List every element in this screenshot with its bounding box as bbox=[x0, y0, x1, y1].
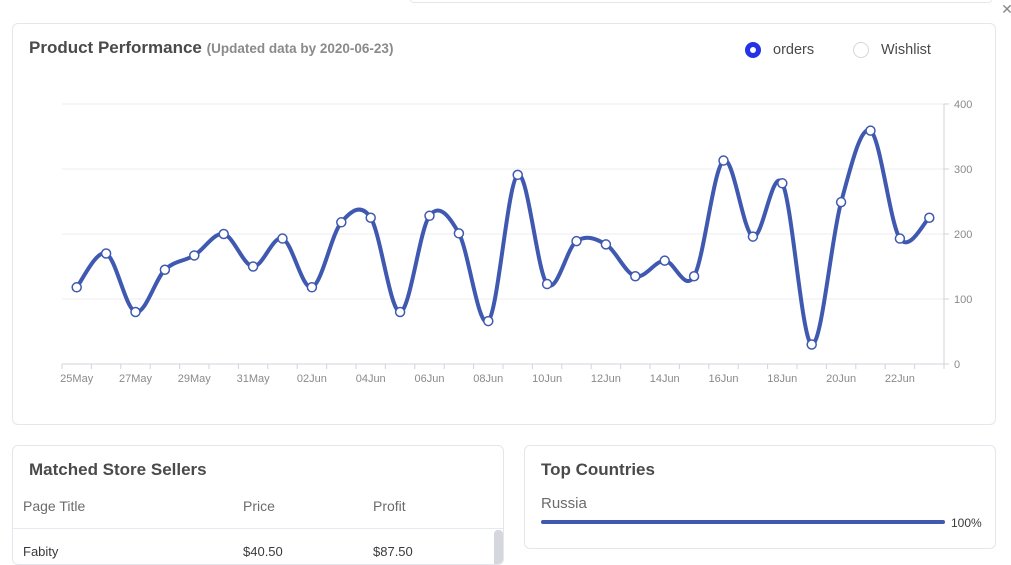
country-progress-bar bbox=[541, 520, 945, 524]
orders-line-chart: 0 100 200 300 400 25May 27May 29May 31May 02Jun 04… bbox=[60, 99, 972, 385]
data-point bbox=[453, 228, 465, 239]
y-tick-label: 200 bbox=[954, 229, 972, 241]
legend-orders[interactable]: orders bbox=[745, 42, 814, 58]
matched-store-sellers-card: Matched Store Sellers Page Title Price P… bbox=[12, 445, 504, 565]
legend-wishlist-label: Wishlist bbox=[881, 42, 931, 58]
column-profit[interactable]: Profit bbox=[373, 498, 406, 514]
data-point bbox=[600, 239, 612, 250]
data-point bbox=[159, 264, 171, 275]
data-point bbox=[659, 255, 670, 266]
data-point bbox=[541, 278, 553, 290]
data-point bbox=[688, 271, 700, 282]
data-point bbox=[835, 196, 847, 208]
data-point bbox=[424, 210, 435, 222]
radio-unselected-icon[interactable] bbox=[853, 42, 869, 58]
x-tick-label: 12Jun bbox=[591, 373, 621, 385]
data-point bbox=[894, 233, 906, 244]
data-point bbox=[718, 155, 729, 166]
x-tick-label: 22Jun bbox=[885, 373, 915, 385]
performance-title: Product Performance (Updated data by 202… bbox=[29, 38, 393, 58]
column-price[interactable]: Price bbox=[243, 498, 275, 514]
x-tick-label: 06Jun bbox=[415, 373, 445, 385]
data-point bbox=[130, 306, 141, 318]
data-point bbox=[571, 235, 582, 247]
data-point bbox=[483, 315, 494, 327]
legend-orders-label: orders bbox=[773, 42, 815, 58]
x-tick-label: 29May bbox=[178, 373, 212, 385]
country-name: Russia bbox=[541, 495, 587, 512]
data-point bbox=[277, 233, 288, 244]
data-point bbox=[71, 282, 82, 293]
y-tick-label: 400 bbox=[954, 99, 972, 111]
data-point bbox=[630, 271, 641, 282]
column-page-title[interactable]: Page Title bbox=[23, 498, 86, 514]
x-tick-label: 04Jun bbox=[356, 373, 386, 385]
x-tick-label: 16Jun bbox=[709, 373, 739, 385]
series-line-orders bbox=[74, 128, 932, 347]
countries-title: Top Countries bbox=[541, 460, 655, 479]
data-point bbox=[218, 228, 229, 240]
data-point bbox=[865, 125, 876, 136]
top-search-input[interactable] bbox=[409, 0, 993, 3]
data-point bbox=[747, 231, 759, 242]
radio-selected-icon[interactable] bbox=[745, 42, 761, 58]
top-countries-card: Top Countries Russia 100% bbox=[524, 445, 996, 549]
x-tick-label: 14Jun bbox=[650, 373, 680, 385]
x-tick-label: 27May bbox=[119, 373, 153, 385]
x-tick-label: 10Jun bbox=[532, 373, 562, 385]
table-header-divider bbox=[13, 528, 503, 529]
product-performance-card: Product Performance (Updated data by 202… bbox=[12, 23, 996, 425]
data-point bbox=[512, 169, 523, 181]
y-tick-label: 0 bbox=[954, 359, 960, 371]
x-tick-label: 18Jun bbox=[767, 373, 797, 385]
data-point bbox=[924, 212, 935, 223]
x-tick-label: 25May bbox=[60, 373, 94, 385]
data-point bbox=[806, 339, 817, 350]
y-tick-label: 300 bbox=[954, 164, 972, 176]
data-point bbox=[336, 217, 347, 228]
country-progress-fill bbox=[541, 520, 945, 524]
x-tick-label: 31May bbox=[237, 373, 271, 385]
performance-subtitle: (Updated data by 2020-06-23) bbox=[206, 41, 394, 56]
table-scrollbar[interactable] bbox=[494, 530, 503, 564]
data-point bbox=[306, 282, 318, 293]
x-tick-label: 20Jun bbox=[826, 373, 856, 385]
data-point bbox=[247, 261, 259, 272]
data-point bbox=[394, 306, 406, 318]
country-percent: 100% bbox=[951, 516, 982, 530]
x-tick-label: 08Jun bbox=[473, 373, 503, 385]
close-icon[interactable]: ✕ bbox=[1001, 1, 1011, 17]
legend-wishlist[interactable]: Wishlist bbox=[853, 42, 931, 58]
data-point bbox=[100, 248, 112, 259]
x-tick-label: 02Jun bbox=[297, 373, 327, 385]
y-tick-label: 100 bbox=[954, 294, 972, 306]
data-point bbox=[777, 178, 788, 189]
data-point bbox=[365, 212, 376, 223]
sellers-title: Matched Store Sellers bbox=[29, 460, 207, 479]
data-point bbox=[189, 250, 200, 261]
performance-title-text: Product Performance bbox=[29, 38, 202, 57]
